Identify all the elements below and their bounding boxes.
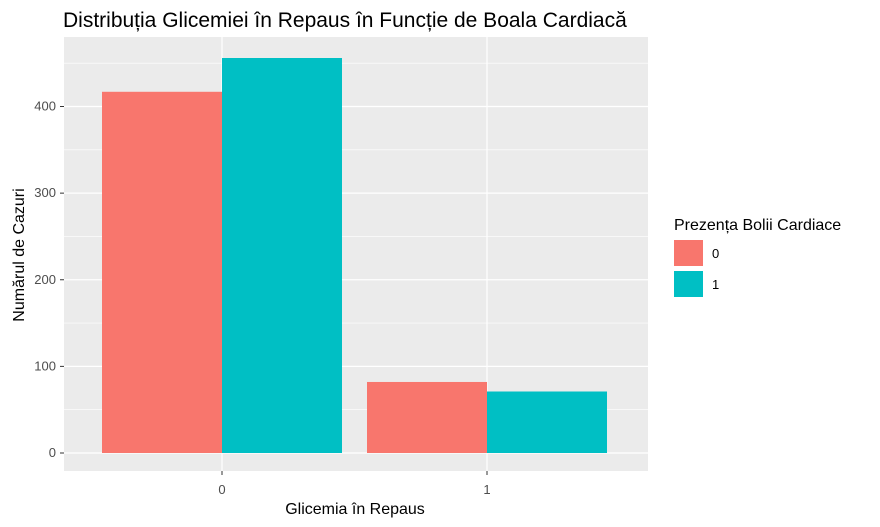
y-tick-label: 300 [34, 185, 56, 200]
y-tick-label: 400 [34, 99, 56, 114]
y-tick-label: 200 [34, 272, 56, 287]
y-tick-label: 100 [34, 358, 56, 373]
y-tick-label: 0 [49, 445, 56, 460]
legend-items: 01 [674, 240, 719, 297]
bar-0-series-1 [222, 58, 342, 453]
legend-label-0: 0 [712, 246, 719, 261]
axes: 0 100 200 300 400 0 1 [34, 99, 490, 497]
x-axis-title: Glicemia în Repaus [285, 501, 425, 518]
legend-label-1: 1 [712, 277, 719, 292]
legend-swatch-1 [674, 271, 703, 297]
legend-title: Prezența Bolii Cardiace [674, 217, 841, 234]
legend-swatch-0 [674, 240, 703, 266]
legend: Prezența Bolii Cardiace 01 [674, 217, 841, 297]
x-tick-label: 0 [218, 482, 225, 497]
bar-1-series-1 [487, 391, 607, 453]
bar-1-series-0 [367, 381, 487, 453]
chart-title: Distribuția Glicemiei în Repaus în Funcț… [63, 9, 627, 32]
bar-0-series-0 [102, 91, 222, 453]
x-tick-label: 1 [483, 482, 490, 497]
bars [102, 58, 607, 453]
y-axis-title: Numărul de Cazuri [11, 188, 28, 321]
